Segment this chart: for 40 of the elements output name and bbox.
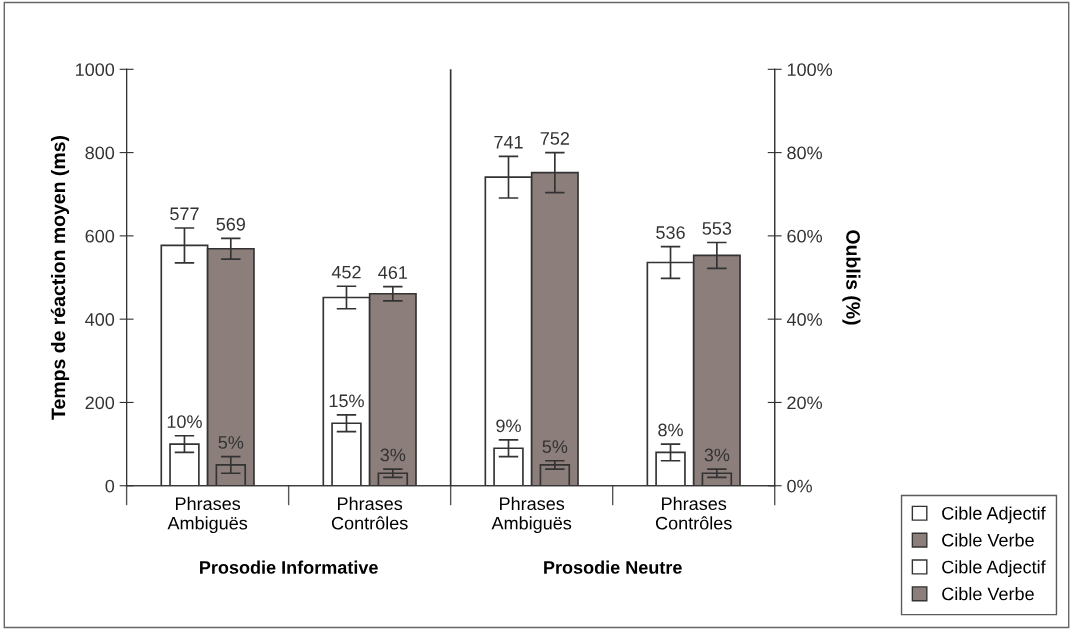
data-label: 3%	[380, 448, 406, 462]
data-label: 569	[216, 217, 245, 231]
data-label: 8%	[658, 423, 683, 437]
y2-tick-label: 0%	[787, 479, 812, 493]
y-axis-title: Temps de réaction moyen (ms)	[50, 136, 70, 420]
x-tick-label: Phrases Ambiguës	[167, 496, 248, 534]
y-tick-label: 200	[85, 396, 115, 410]
data-label: 3%	[704, 448, 730, 462]
data-label: 577	[170, 207, 199, 221]
data-label: 15%	[329, 394, 364, 408]
data-label: 9%	[496, 419, 521, 433]
data-label: 553	[702, 222, 732, 235]
data-label: 741	[494, 136, 523, 149]
x-tick-label: Phrases Contrôles	[331, 496, 408, 530]
y2-tick-label: 80%	[787, 146, 823, 160]
y-tick-label: 1000	[76, 63, 115, 77]
data-label: 536	[656, 226, 685, 239]
legend-label: Cible Verbe	[942, 587, 1034, 601]
data-label: 452	[331, 265, 361, 279]
y2-tick-label: 60%	[787, 229, 823, 243]
data-label: 461	[378, 266, 407, 279]
data-label: 5%	[218, 436, 244, 449]
legend-label: Cible Adjectif	[942, 560, 1046, 577]
text: Prosodie Informative	[200, 560, 378, 574]
y-tick-label: 800	[85, 146, 115, 160]
data-label: 5%	[542, 440, 568, 454]
legend-label: Cible Verbe	[942, 533, 1034, 547]
data-label: 10%	[167, 415, 202, 429]
y2-tick-label: 20%	[787, 396, 823, 410]
y-tick-label: 600	[85, 229, 115, 243]
text: Prosodie Neutre	[544, 560, 682, 574]
x-tick-label: Phrases Contrôles	[655, 496, 732, 530]
legend-label: Cible Adjectif	[942, 506, 1046, 524]
y2-axis-title: Oublis (%)	[842, 230, 861, 325]
y2-tick-label: 100%	[787, 63, 833, 77]
data-label: 752	[540, 132, 569, 145]
y2-tick-label: 40%	[786, 313, 823, 326]
y-tick-label: 400	[85, 313, 115, 326]
y-tick-label: 0	[105, 479, 115, 493]
x-tick-label: Phrases Ambiguës	[491, 496, 572, 534]
